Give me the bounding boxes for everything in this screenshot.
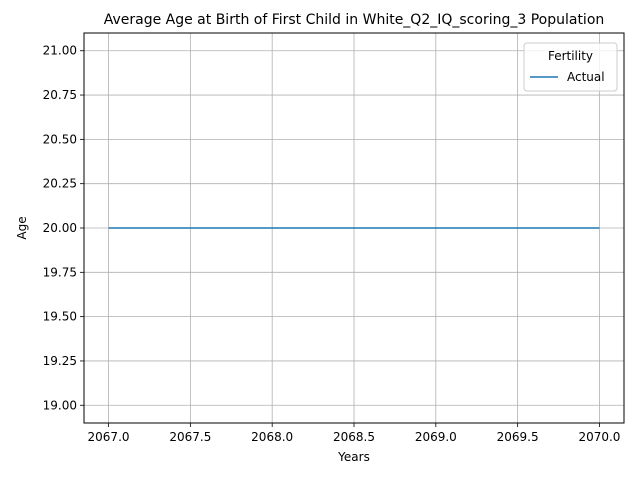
- y-tick-label: 20.00: [43, 221, 77, 235]
- x-tick-label: 2067.0: [88, 430, 130, 444]
- legend-label: Actual: [567, 70, 605, 84]
- y-tick-label: 19.50: [43, 310, 77, 324]
- y-tick-label: 19.25: [43, 354, 77, 368]
- y-tick-label: 19.00: [43, 398, 77, 412]
- x-axis-label: Years: [337, 450, 370, 464]
- x-tick-label: 2069.0: [415, 430, 457, 444]
- legend: Fertility Actual: [523, 42, 618, 92]
- x-tick-label: 2067.5: [169, 430, 211, 444]
- legend-box: [523, 42, 618, 92]
- y-axis: 19.00 19.25 19.50 19.75 20.00 20.25 20.50 20.75…: [43, 44, 84, 412]
- y-tick-label: 20.75: [43, 88, 77, 102]
- x-tick-label: 2070.0: [578, 430, 620, 444]
- y-tick-label: 20.25: [43, 177, 77, 191]
- x-tick-label: 2069.5: [497, 430, 539, 444]
- y-tick-label: 21.00: [43, 44, 77, 58]
- y-axis-label: Age: [15, 216, 29, 239]
- chart-title: Average Age at Birth of First Child in W…: [104, 12, 605, 28]
- x-tick-label: 2068.0: [251, 430, 293, 444]
- legend-title: Fertility: [548, 49, 593, 63]
- y-tick-label: 20.50: [43, 132, 77, 146]
- y-tick-label: 19.75: [43, 265, 77, 279]
- x-axis: 2067.0 2067.5 2068.0 2068.5 2069.0 2069.5 2070…: [88, 423, 620, 444]
- x-tick-label: 2068.5: [333, 430, 375, 444]
